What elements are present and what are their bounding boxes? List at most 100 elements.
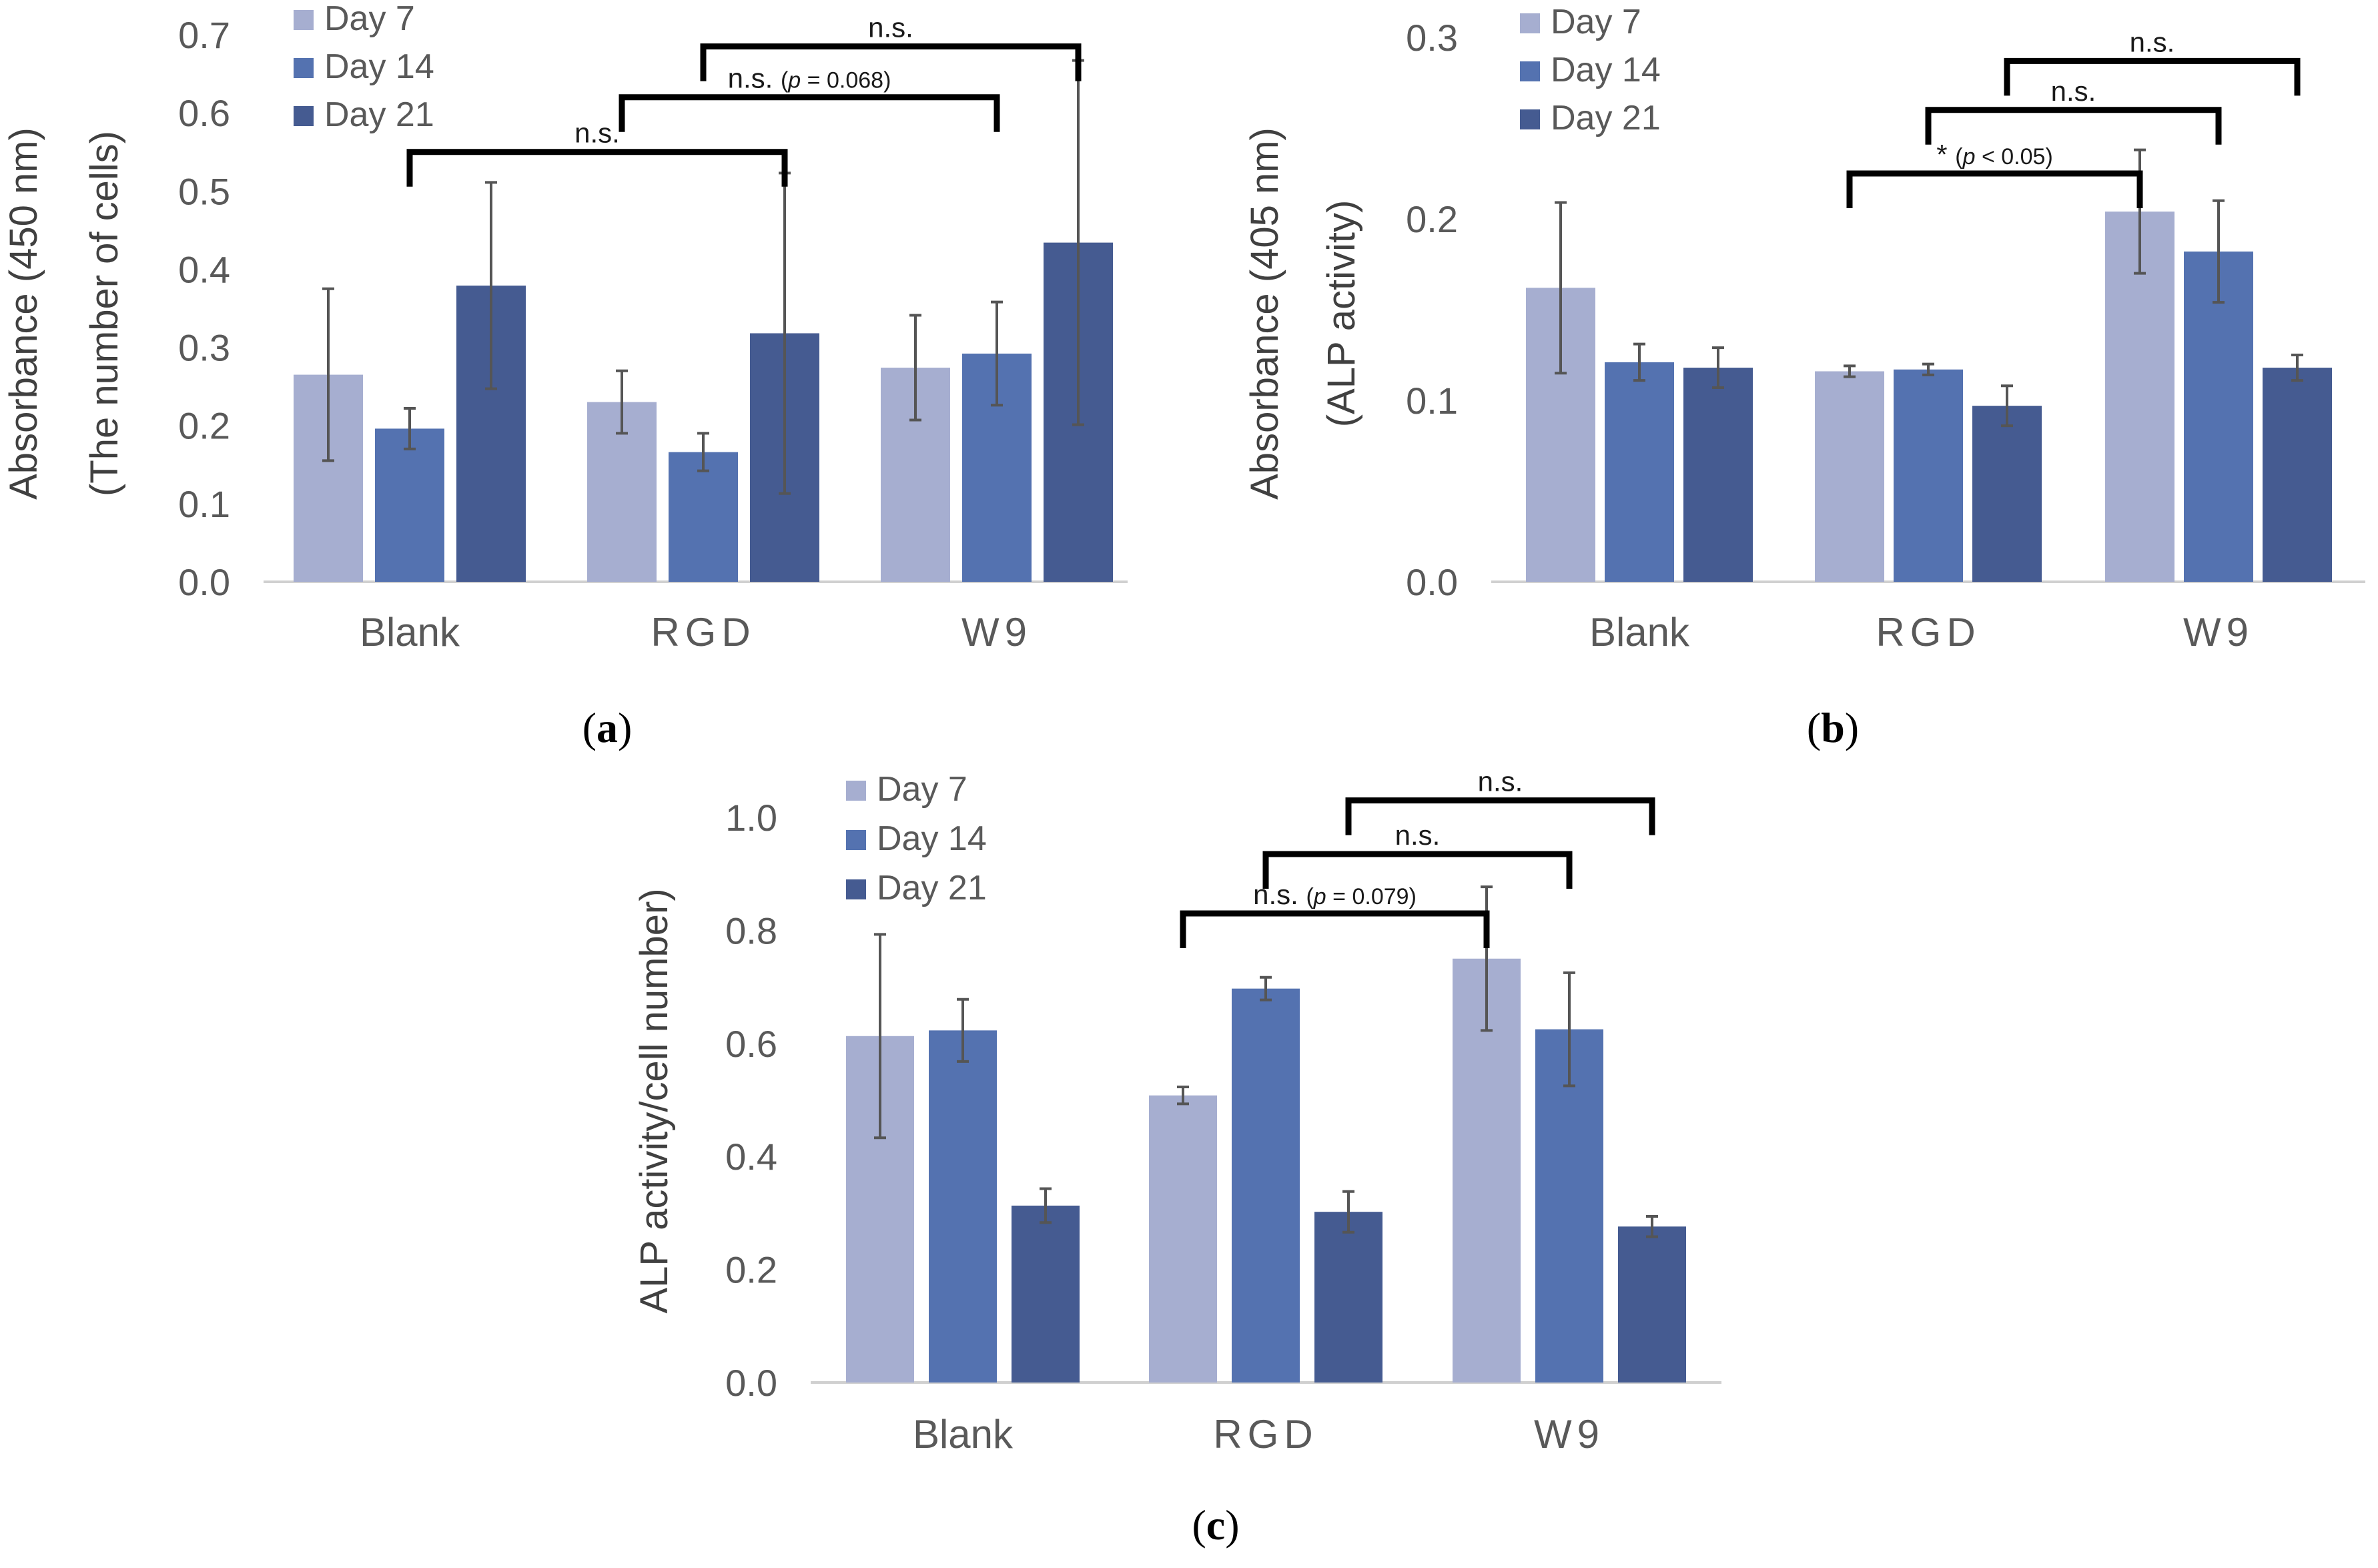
error-bar-blank-day14 [1633, 342, 1645, 382]
category-label-blank: Blank [360, 610, 460, 655]
bar-w9-day14 [1535, 1029, 1603, 1383]
y-tick-label: 0.0 [725, 1362, 777, 1404]
error-bar-blank-day7 [322, 287, 334, 462]
significance-bracket [1345, 797, 1655, 835]
significance-bracket [1180, 910, 1490, 948]
bar-rgd-day14 [1232, 988, 1300, 1383]
panel-label-a: (a) [582, 704, 633, 751]
y-tick-label: 0.2 [725, 1249, 777, 1291]
error-bar-rgd-day7 [1177, 1086, 1189, 1106]
error-bar-rgd-day14 [1260, 975, 1272, 1002]
bar-rgd-day7 [1149, 1095, 1217, 1383]
legend-label-day7: Day 7 [324, 0, 415, 38]
error-bar-blank-day21 [1712, 346, 1724, 389]
category-label-rgd: RGD [1213, 1412, 1318, 1457]
significance-label: n.s. [1395, 819, 1441, 851]
legend-label-day21: Day 21 [1551, 99, 1661, 137]
legend-swatch-day14 [846, 830, 866, 850]
chart-b: 0.0 0.1 0.2 0.3 Absorbance (405 nm) (ALP acti… [1243, 3, 2365, 655]
bar-w9-day21 [2263, 368, 2332, 582]
y-tick-label: 0.8 [725, 909, 777, 951]
category-label-w9: W9 [2183, 610, 2254, 655]
bar-rgd-day7 [1815, 371, 1884, 582]
significance-bracket [2004, 57, 2301, 96]
y-tick-label: 0.4 [178, 248, 230, 290]
legend-label-day7: Day 7 [1551, 3, 1641, 41]
significance-bracket [700, 43, 1082, 81]
y-tick-label: 0.5 [178, 170, 230, 212]
category-label-rgd: RGD [1876, 610, 1980, 655]
error-bar-w9-day14 [2213, 199, 2225, 304]
legend-swatch-day21 [1520, 109, 1540, 129]
error-bar-w9-day14 [1563, 971, 1575, 1088]
y-tick-label: 0.0 [178, 561, 230, 603]
error-bar-w9-day14 [991, 300, 1003, 407]
bar-blank-day21 [1012, 1205, 1080, 1383]
significance-bracket [406, 149, 788, 187]
legend-swatch-day21 [846, 879, 866, 899]
bar-rgd-day14 [1894, 369, 1963, 582]
significance-bracket [1925, 107, 2222, 145]
bar-blank-day14 [929, 1030, 997, 1383]
category-label-rgd: RGD [651, 610, 755, 655]
category-label-w9: W9 [1534, 1412, 1605, 1457]
y-tick-label: 0.3 [1406, 17, 1458, 59]
significance-label: n.s. [868, 12, 913, 43]
legend-swatch-day14 [1520, 61, 1540, 81]
bar-rgd-day14 [669, 452, 738, 582]
error-bar-blank-day14 [404, 406, 416, 450]
bar-w9-day14 [2184, 251, 2253, 582]
legend-swatch-day7 [1520, 13, 1540, 33]
significance-label: n.s. [1478, 766, 1523, 797]
y-axis-label: Absorbance (450 nm) [2, 127, 45, 500]
y-tick-label: 0.4 [725, 1136, 777, 1178]
bar-blank-day21 [1683, 368, 1753, 582]
error-bar-blank-day7 [874, 933, 886, 1140]
error-bar-blank-day7 [1555, 201, 1567, 375]
legend-label-day14: Day 14 [877, 819, 987, 858]
significance-bracket [1262, 851, 1573, 889]
error-bar-rgd-day14 [1922, 362, 1934, 376]
error-bar-rgd-day7 [616, 369, 628, 435]
error-bar-w9-day7 [909, 314, 921, 422]
y-axis-label: Absorbance (405 nm) [1243, 127, 1286, 500]
category-label-blank: Blank [913, 1412, 1014, 1457]
y-tick-label: 1.0 [725, 797, 777, 839]
legend-swatch-day7 [846, 781, 866, 801]
y-tick-label: 0.7 [178, 14, 230, 56]
legend-label-day14: Day 14 [1551, 51, 1661, 89]
significance-bracket [619, 94, 1000, 132]
error-bar-rgd-day21 [2001, 384, 2013, 428]
bar-w9-day21 [1618, 1226, 1686, 1383]
error-bar-rgd-day14 [697, 432, 709, 472]
category-label-blank: Blank [1589, 610, 1690, 655]
legend-label-day21: Day 21 [877, 869, 987, 907]
legend-swatch-day7 [294, 10, 314, 30]
significance-label: n.s. [2130, 26, 2175, 57]
y-axis-label: ALP activity/cell number) [633, 888, 676, 1313]
error-bar-blank-day21 [1040, 1187, 1052, 1224]
error-bar-w9-day21 [2291, 354, 2303, 382]
legend-label-day14: Day 14 [324, 47, 434, 86]
y-tick-label: 0.2 [178, 405, 230, 447]
error-bar-w9-day7 [2134, 148, 2146, 275]
category-label-w9: W9 [961, 610, 1032, 655]
y-tick-label: 0.6 [178, 92, 230, 134]
chart-c: 0.0 0.2 0.4 0.6 0.8 1.0 ALP activity/cell numb… [633, 766, 1721, 1457]
significance-label: n.s. [574, 117, 620, 149]
significance-label: * (p < 0.05) [1936, 139, 2053, 170]
significance-label: n.s. [2051, 75, 2096, 107]
y-axis-label: (ALP activity) [1320, 200, 1363, 428]
y-tick-label: 0.2 [1406, 198, 1458, 240]
legend-swatch-day21 [294, 106, 314, 126]
significance-label: n.s. (p = 0.068) [728, 63, 891, 94]
legend-label-day21: Day 21 [324, 95, 434, 134]
significance-label: n.s. (p = 0.079) [1253, 879, 1417, 910]
y-tick-label: 0.1 [1406, 380, 1458, 422]
legend-swatch-day14 [294, 58, 314, 78]
chart-a: 0.0 0.1 0.2 0.3 0.4 0.5 0.6 0.7 Absorbance (450 … [2, 0, 1128, 655]
y-axis-label: (The number of cells) [83, 131, 126, 496]
panel-label-c: (c) [1192, 1501, 1239, 1549]
significance-bracket [1846, 170, 2143, 208]
